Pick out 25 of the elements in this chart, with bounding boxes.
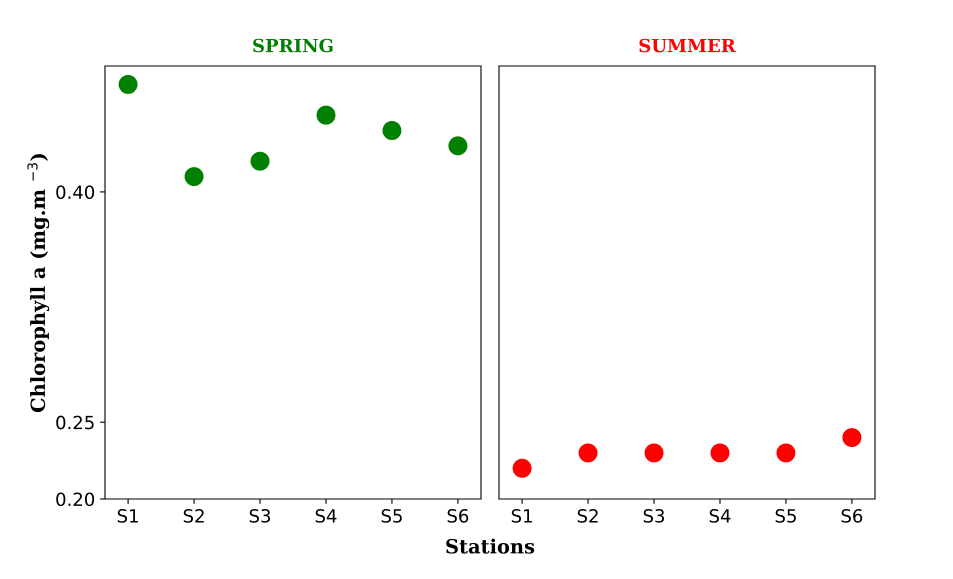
x-tick-label: S5 — [382, 509, 402, 523]
chart-title: SPRING — [253, 38, 333, 52]
x-tick-label: S5 — [776, 509, 796, 523]
x-tick-label: S1 — [118, 509, 138, 523]
x-tick-label: S6 — [842, 509, 862, 523]
point — [316, 106, 336, 125]
x-tick-label: S6 — [448, 509, 468, 523]
y-tick-label: 0.20 — [56, 492, 94, 506]
point — [382, 121, 402, 140]
point — [118, 74, 138, 94]
y-axis-title: Chlorophyll a (mg.m $^{−3}$) — [27, 154, 50, 412]
y-tick-label: 0.40 — [56, 185, 94, 200]
point — [184, 167, 204, 186]
x-tick-label: S4 — [710, 509, 730, 523]
chart-title: SUMMER — [639, 38, 736, 52]
y-tick-label: 0.25 — [56, 416, 94, 430]
x-tick-label: S3 — [644, 509, 664, 523]
x-tick-label: S3 — [250, 509, 270, 523]
x-tick-label: S1 — [512, 509, 532, 523]
x-tick-label: S2 — [184, 509, 204, 523]
point — [448, 136, 468, 156]
x-tick-label: S4 — [316, 509, 336, 523]
x-axis-title: Stations — [446, 538, 534, 554]
point — [250, 152, 270, 171]
x-tick-label: S2 — [578, 509, 598, 523]
